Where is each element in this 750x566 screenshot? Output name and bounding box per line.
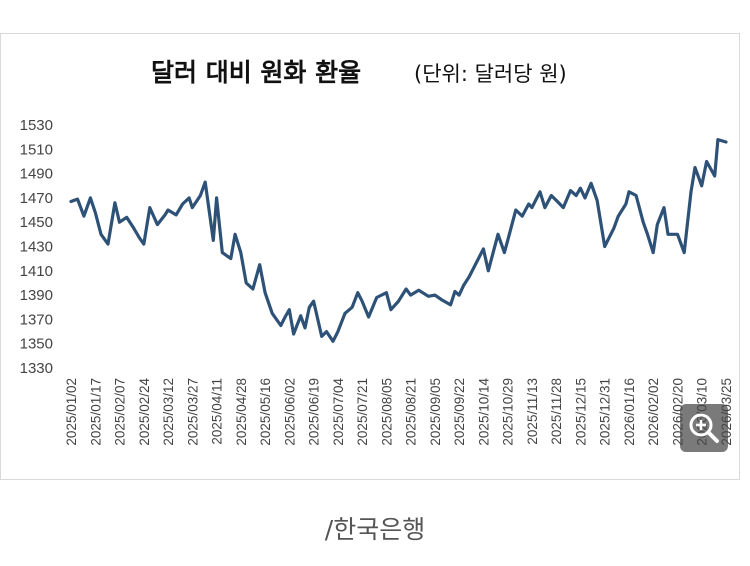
y-axis: 1530 1510 1490 1470 1450 1430 1410 1390 1370 1350…: [20, 117, 53, 377]
y-tick-label: 1470: [20, 190, 53, 207]
x-tick-label: 2025/11/13: [525, 378, 540, 445]
y-tick-label: 1510: [20, 141, 53, 158]
x-tick-label: 2025/05/16: [258, 378, 273, 446]
x-tick-label: 2025/08/21: [404, 378, 419, 446]
x-tick-label: 2026/01/16: [622, 378, 637, 446]
chart-frame: 달러 대비 원화 환율 (단위: 달러당 원) 1530 1510 1490 1470…: [0, 33, 740, 480]
y-tick-label: 1390: [20, 287, 53, 304]
series-group: [69, 137, 728, 343]
x-tick-label: 2025/10/14: [476, 378, 491, 446]
y-tick-label: 1530: [20, 117, 53, 134]
x-tick-label: 2025/02/24: [137, 378, 152, 446]
zoom-in-icon: [689, 413, 719, 443]
x-tick-label: 2025/11/28: [549, 378, 564, 445]
x-tick-label: 2025/07/21: [355, 378, 370, 446]
x-tick-label: 2025/01/02: [64, 378, 79, 446]
chart-subtitle: (단위: 달러당 원): [414, 62, 567, 86]
chart-svg: 달러 대비 원화 환율 (단위: 달러당 원) 1530 1510 1490 1470…: [20, 58, 734, 446]
x-tick-label: 2025/03/27: [185, 378, 200, 446]
x-tick-label: 2025/04/28: [234, 378, 249, 446]
x-tick-label: 2025/07/04: [331, 378, 346, 446]
x-tick-label: 2025/03/12: [161, 378, 176, 446]
source-note: /한국은행: [324, 515, 426, 544]
y-tick-label: 1370: [20, 311, 53, 328]
x-tick-label: 2025/09/22: [452, 378, 467, 446]
x-tick-label: 2025/12/15: [573, 378, 588, 446]
x-tick-label: 2025/10/29: [501, 378, 516, 446]
x-tick-label: 2025/08/05: [379, 378, 394, 446]
x-tick-label: 2025/02/07: [113, 378, 128, 446]
x-tick-label: 2025/06/19: [307, 378, 322, 446]
y-tick-label: 1350: [20, 336, 53, 353]
x-tick-label: 2026/02/02: [646, 378, 661, 446]
x-axis: 2025/01/02 2025/01/17 2025/02/07 2025/02/24…: [64, 378, 734, 446]
y-tick-label: 1430: [20, 239, 53, 256]
y-tick-label: 1450: [20, 214, 53, 231]
series-line-0: [69, 137, 728, 343]
x-tick-label: 2025/06/02: [282, 378, 297, 446]
x-tick-label: 2025/01/17: [88, 378, 103, 446]
x-tick-label: 2025/12/31: [598, 378, 613, 446]
y-tick-label: 1410: [20, 263, 53, 280]
chart-title: 달러 대비 원화 환율: [151, 58, 361, 87]
x-tick-label: 2025/09/05: [428, 378, 443, 446]
zoom-button[interactable]: [680, 404, 728, 452]
y-tick-label: 1330: [20, 360, 53, 377]
y-tick-label: 1490: [20, 166, 53, 183]
x-tick-label: 2025/04/11: [210, 378, 225, 445]
